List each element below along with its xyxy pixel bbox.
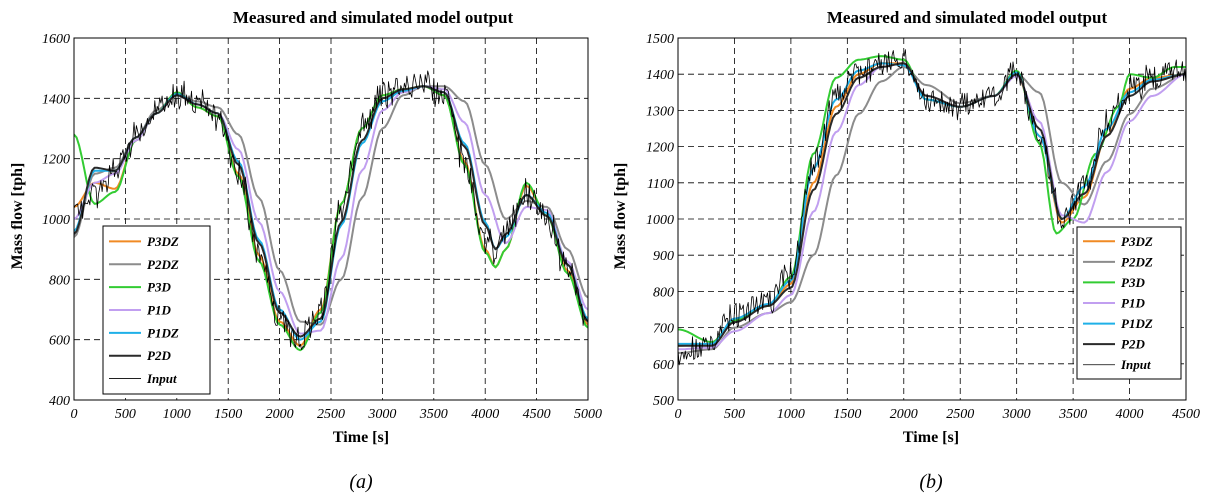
y-tick-label: 800 [653,285,674,300]
legend-label: P3D [1121,275,1145,290]
y-tick-label: 1200 [646,141,674,156]
y-tick-label: 1300 [646,104,674,119]
chart-b-ylabel: Mass flow [tph] [612,163,629,270]
legend-label: P2D [147,348,171,363]
x-tick-label: 1000 [163,407,191,422]
legend-label: P3D [147,280,171,295]
y-tick-label: 400 [49,394,70,409]
series-group [678,49,1186,366]
x-tick-label: 4500 [1172,407,1200,422]
chart-a-title: Measured and simulated model output [233,8,514,27]
y-tick-label: 1200 [42,153,70,168]
legend-label: P1DZ [147,325,179,340]
chart-b-title: Measured and simulated model output [827,8,1108,27]
x-tick-label: 0 [675,407,682,422]
y-tick-label: 1000 [42,213,70,228]
x-tick-label: 3500 [419,407,448,422]
legend-label: Input [146,371,177,386]
legend-label: P2DZ [1121,254,1153,269]
x-tick-label: 1500 [214,407,242,422]
plot-area: 0 500 1000 1500 2000 2500 3000 3500 4000 4500 5000… [42,32,602,422]
series-line-p2dz [74,85,588,326]
y-tick-label: 800 [49,273,70,288]
x-tick-label: 1500 [833,407,861,422]
x-tick-label: 4000 [1116,407,1144,422]
y-tick-label: 600 [653,358,674,373]
chart-b-xlabel: Time [s] [903,429,959,446]
legend-label: P1DZ [1121,316,1153,331]
x-tick-label: 3000 [1002,407,1031,422]
y-tick-label: 1400 [42,92,70,107]
y-tick-label: 700 [653,322,674,337]
x-tick-label: 3000 [367,407,396,422]
legend: P3DZ P2DZ P3D P1D P1DZ P2D Input [1076,226,1182,380]
x-tick-label: 500 [115,407,136,422]
x-tick-label: 1000 [777,407,805,422]
y-tick-label: 1600 [42,32,70,47]
y-tick-label: 1500 [646,32,674,47]
legend-label: P3DZ [147,234,179,249]
y-tick-label: 1400 [646,68,674,83]
x-tick-label: 3500 [1058,407,1087,422]
legend-label: P3DZ [1121,234,1153,249]
chart-a: 0 500 1000 1500 2000 2500 3000 3500 4000 4500 5000… [9,8,602,493]
legend-label: P2DZ [147,257,179,272]
x-tick-label: 5000 [574,407,602,422]
x-tick-label: 2000 [890,407,918,422]
series-line-input [678,49,1186,366]
legend-label: P1D [147,303,171,318]
y-tick-label: 1000 [646,213,674,228]
legend: P3DZ P2DZ P3D P1D P1DZ P2D Input [102,225,211,395]
x-tick-label: 2000 [266,407,294,422]
y-tick-label: 600 [49,334,70,349]
legend-label: Input [1120,357,1151,372]
chart-a-caption: (a) [349,471,373,493]
plot-frame [73,37,589,401]
chart-b-caption: (b) [919,471,943,493]
x-tick-label: 4000 [471,407,499,422]
x-tick-label: 2500 [946,407,974,422]
x-tick-label: 0 [71,407,78,422]
legend-label: P1D [1121,296,1145,311]
series-group [74,70,588,352]
x-tick-label: 4500 [523,407,551,422]
y-tick-label: 900 [653,249,674,264]
plot-area: 0 500 1000 1500 2000 2500 3000 3500 4000 45005006… [646,32,1200,422]
series-line-input [74,70,588,351]
legend-label: P2D [1121,337,1145,352]
chart-b: 0 500 1000 1500 2000 2500 3000 3500 4000 45005006… [612,8,1200,493]
chart-a-ylabel: Mass flow [tph] [9,163,26,270]
y-tick-label: 1100 [647,177,674,192]
plot-frame [677,37,1187,401]
x-tick-label: 2500 [317,407,345,422]
y-tick-label: 500 [653,394,674,409]
chart-a-xlabel: Time [s] [333,429,389,446]
x-tick-label: 500 [724,407,745,422]
